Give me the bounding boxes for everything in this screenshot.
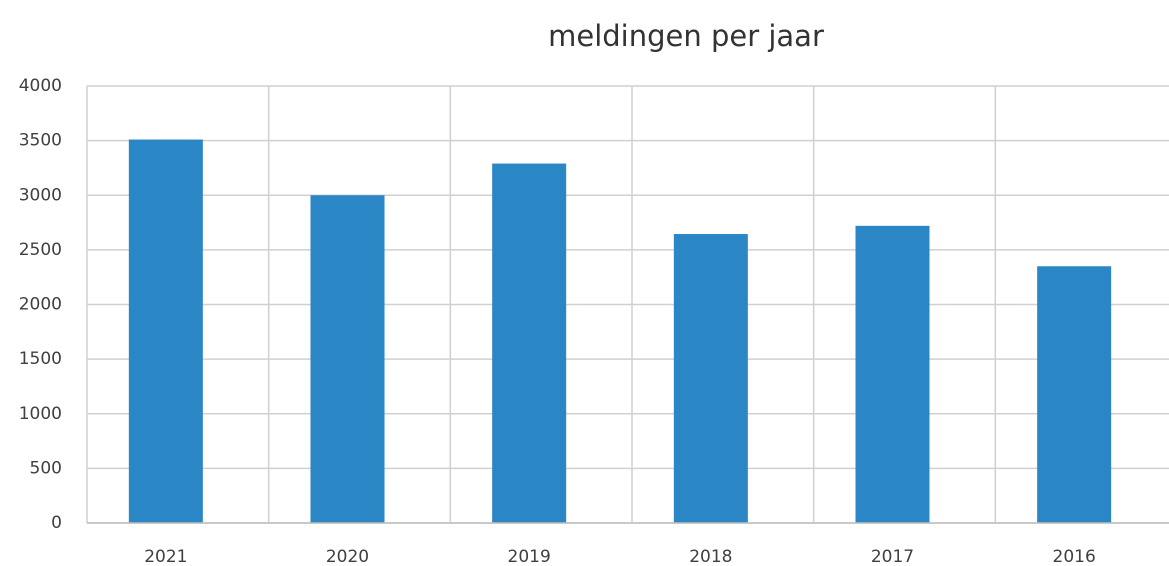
y-tick-label: 3000 xyxy=(19,185,62,205)
x-tick-label: 2020 xyxy=(326,547,369,566)
bar xyxy=(855,225,930,523)
x-tick-label: 2016 xyxy=(1053,547,1096,566)
y-tick-label: 2000 xyxy=(19,295,62,315)
x-tick-label: 2021 xyxy=(144,547,187,566)
bar xyxy=(310,195,385,523)
x-tick-label: 2019 xyxy=(508,547,551,566)
x-tick-label: 2017 xyxy=(871,547,914,566)
bar xyxy=(673,234,748,523)
y-tick-label: 1000 xyxy=(19,404,62,424)
y-tick-label: 4000 xyxy=(19,76,62,96)
y-tick-label: 0 xyxy=(51,513,62,533)
x-tick-label: 2018 xyxy=(689,547,732,566)
y-tick-label: 1500 xyxy=(19,349,62,369)
y-tick-label: 2500 xyxy=(19,240,62,260)
bar xyxy=(1037,266,1112,523)
bar xyxy=(492,163,567,523)
y-tick-label: 3500 xyxy=(19,131,62,151)
chart-title: meldingen per jaar xyxy=(548,19,824,53)
bar xyxy=(128,139,203,523)
y-tick-label: 500 xyxy=(30,458,62,478)
